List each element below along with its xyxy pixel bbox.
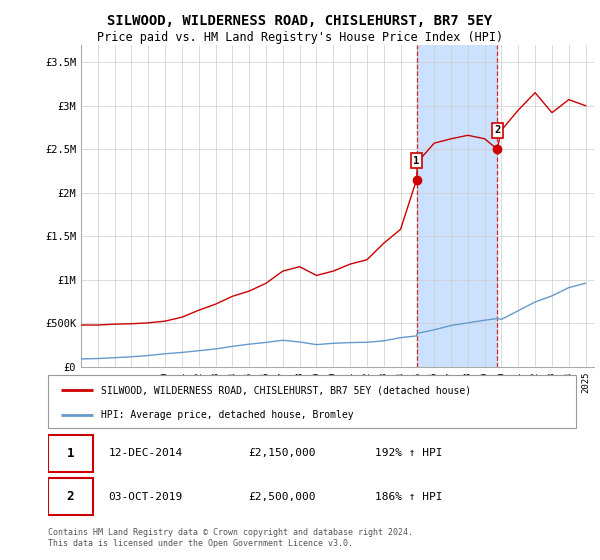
Text: Contains HM Land Registry data © Crown copyright and database right 2024.: Contains HM Land Registry data © Crown c… (48, 528, 413, 536)
Text: 2: 2 (67, 491, 74, 503)
Text: £2,150,000: £2,150,000 (248, 449, 316, 459)
Text: 1: 1 (413, 156, 419, 166)
Text: 03-OCT-2019: 03-OCT-2019 (109, 492, 183, 502)
Text: 12-DEC-2014: 12-DEC-2014 (109, 449, 183, 459)
Text: 192% ↑ HPI: 192% ↑ HPI (376, 449, 443, 459)
Bar (416, 45, 497, 367)
Text: SILWOOD, WILDERNESS ROAD, CHISLEHURST, BR7 5EY (detached house): SILWOOD, WILDERNESS ROAD, CHISLEHURST, B… (101, 385, 471, 395)
Text: HPI: Average price, detached house, Bromley: HPI: Average price, detached house, Brom… (101, 410, 353, 420)
Text: 2: 2 (494, 125, 500, 136)
FancyBboxPatch shape (48, 375, 576, 428)
Text: Price paid vs. HM Land Registry's House Price Index (HPI): Price paid vs. HM Land Registry's House … (97, 31, 503, 44)
Text: SILWOOD, WILDERNESS ROAD, CHISLEHURST, BR7 5EY: SILWOOD, WILDERNESS ROAD, CHISLEHURST, B… (107, 14, 493, 28)
Text: This data is licensed under the Open Government Licence v3.0.: This data is licensed under the Open Gov… (48, 539, 353, 548)
FancyBboxPatch shape (48, 478, 93, 515)
FancyBboxPatch shape (48, 435, 93, 472)
Text: 186% ↑ HPI: 186% ↑ HPI (376, 492, 443, 502)
Text: £2,500,000: £2,500,000 (248, 492, 316, 502)
Text: 1: 1 (67, 447, 74, 460)
